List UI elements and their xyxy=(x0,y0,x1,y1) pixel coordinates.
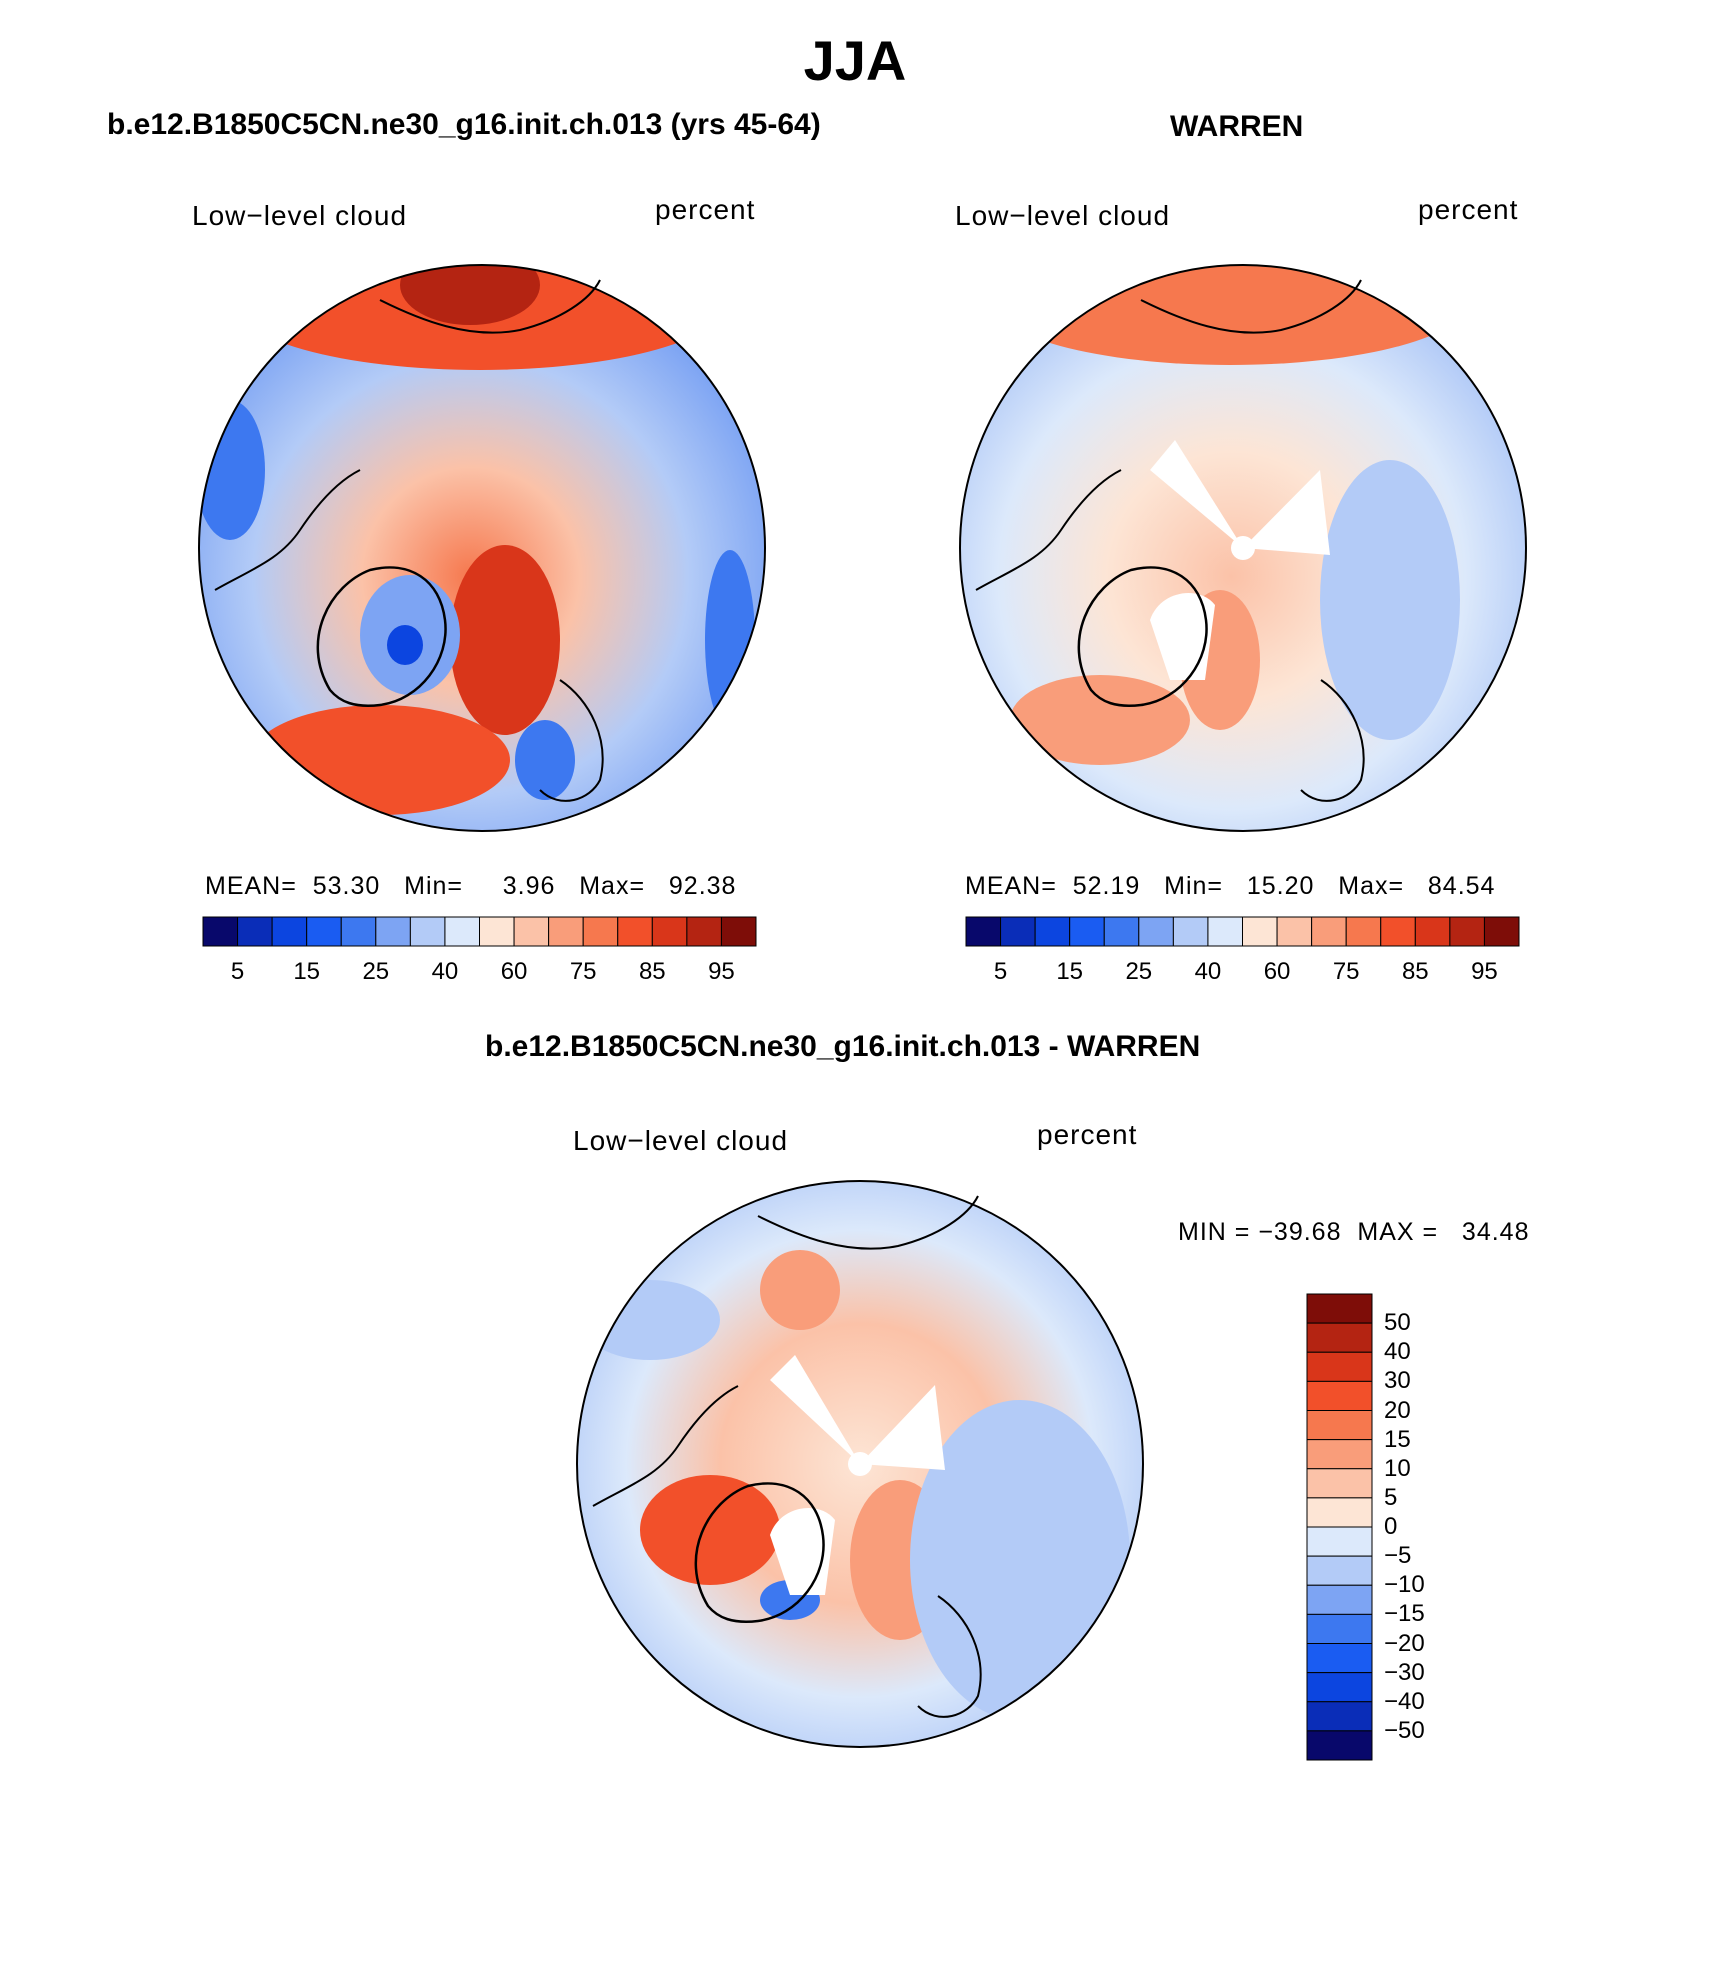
colorbar-swatch xyxy=(1306,1468,1373,1499)
colorbar-tick-label: 0 xyxy=(1384,1513,1398,1540)
colorbar-swatch xyxy=(1034,916,1071,947)
panel-1-colorbar xyxy=(202,916,757,947)
colorbar-swatch xyxy=(1242,916,1278,947)
colorbar-tick-label: 95 xyxy=(1471,958,1498,985)
colorbar-tick-label: 60 xyxy=(1263,958,1291,985)
colorbar-swatch xyxy=(1306,1497,1373,1528)
colorbar-tick-label: −20 xyxy=(1384,1629,1425,1657)
colorbar-swatch xyxy=(651,916,688,947)
colorbar-swatch xyxy=(1306,1672,1373,1703)
colorbar-swatch xyxy=(1306,1701,1373,1732)
colorbar-swatch xyxy=(1306,1380,1373,1411)
colorbar-swatch xyxy=(237,916,273,947)
panel-2-units-label: percent xyxy=(1418,194,1519,225)
colorbar-tick-label: 25 xyxy=(362,958,390,985)
colorbar-swatch xyxy=(1380,916,1416,947)
colorbar-swatch xyxy=(1345,916,1382,947)
colorbar-tick-label: 20 xyxy=(1384,1396,1411,1424)
colorbar-swatch xyxy=(686,916,722,947)
colorbar-swatch xyxy=(479,916,515,947)
colorbar-swatch xyxy=(1000,916,1036,947)
colorbar-swatch xyxy=(720,916,757,947)
colorbar-swatch xyxy=(1306,1439,1373,1470)
colorbar-swatch xyxy=(409,916,446,947)
colorbar-swatch xyxy=(306,916,342,947)
colorbar-swatch xyxy=(444,916,480,947)
colorbar-tick-label: 40 xyxy=(1194,958,1222,985)
panel-1-title: b.e12.B1850C5CN.ne30_g16.init.ch.013 (yr… xyxy=(107,108,821,141)
main-title: JJA xyxy=(803,29,907,92)
panel-3-colorbar xyxy=(1306,1293,1373,1761)
colorbar-tick-label: −5 xyxy=(1384,1542,1412,1570)
colorbar-tick-label: 5 xyxy=(993,958,1008,985)
colorbar-tick-label: 5 xyxy=(230,958,245,985)
colorbar-tick-label: −50 xyxy=(1384,1716,1425,1744)
colorbar-swatch xyxy=(965,916,1002,947)
colorbar-swatch xyxy=(1306,1643,1373,1674)
panel-2-title: WARREN xyxy=(1170,110,1304,143)
colorbar-swatch xyxy=(271,916,308,947)
panel-2-stats: MEAN= 52.19 Min= 15.20 Max= 84.54 xyxy=(965,872,1496,900)
colorbar-tick-label: 85 xyxy=(1401,958,1429,985)
colorbar-tick-label: 40 xyxy=(431,958,459,985)
colorbar-swatch xyxy=(1306,1584,1373,1615)
panel-3-stats: MIN = −39.68 MAX = 34.48 xyxy=(1178,1218,1530,1246)
colorbar-swatch xyxy=(1306,1410,1373,1441)
colorbar-swatch xyxy=(1276,916,1313,947)
colorbar-swatch xyxy=(1172,916,1209,947)
colorbar-swatch xyxy=(1414,916,1451,947)
colorbar-swatch xyxy=(1207,916,1243,947)
colorbar-swatch xyxy=(1306,1555,1373,1586)
colorbar-tick-label: 15 xyxy=(293,958,321,985)
colorbar-tick-label: 25 xyxy=(1125,958,1153,985)
colorbar-tick-label: 75 xyxy=(569,958,597,985)
colorbar-tick-label: 5 xyxy=(1384,1483,1398,1511)
colorbar-swatch xyxy=(202,916,239,947)
panel-2-map xyxy=(959,264,1527,832)
colorbar-tick-label: 40 xyxy=(1384,1338,1411,1366)
colorbar-swatch xyxy=(548,916,584,947)
colorbar-swatch xyxy=(1306,1730,1373,1761)
panel-3-map xyxy=(576,1180,1144,1748)
panel-2-variable-label: Low−level cloud xyxy=(955,200,1171,231)
colorbar-tick-label: 15 xyxy=(1056,958,1084,985)
colorbar-tick-label: 50 xyxy=(1384,1309,1411,1337)
panel-2-colorbar xyxy=(965,916,1520,947)
colorbar-swatch xyxy=(340,916,377,947)
panel-1-units-label: percent xyxy=(655,194,756,225)
colorbar-swatch xyxy=(1103,916,1140,947)
colorbar-tick-label: −40 xyxy=(1384,1687,1425,1715)
colorbar-tick-label: 75 xyxy=(1332,958,1360,985)
colorbar-swatch xyxy=(1449,916,1485,947)
colorbar-swatch xyxy=(1306,1322,1373,1353)
colorbar-tick-label: 95 xyxy=(708,958,735,985)
colorbar-swatch xyxy=(513,916,550,947)
colorbar-swatch xyxy=(1306,1351,1373,1382)
colorbar-swatch xyxy=(1138,916,1174,947)
colorbar-tick-label: 60 xyxy=(500,958,528,985)
panel-3-variable-label: Low−level cloud xyxy=(573,1125,789,1156)
colorbar-tick-label: −10 xyxy=(1384,1571,1425,1599)
colorbar-tick-label: 10 xyxy=(1384,1454,1411,1482)
colorbar-tick-label: 15 xyxy=(1384,1425,1411,1453)
panel-3-title: b.e12.B1850C5CN.ne30_g16.init.ch.013 - W… xyxy=(485,1030,1201,1063)
colorbar-swatch xyxy=(582,916,619,947)
colorbar-swatch xyxy=(1306,1526,1373,1557)
colorbar-tick-label: −15 xyxy=(1384,1600,1425,1628)
colorbar-swatch xyxy=(1306,1613,1373,1644)
colorbar-swatch xyxy=(1311,916,1347,947)
panel-1-stats: MEAN= 53.30 Min= 3.96 Max= 92.38 xyxy=(205,872,737,900)
colorbar-tick-label: 85 xyxy=(638,958,666,985)
colorbar-swatch xyxy=(617,916,653,947)
colorbar-swatch xyxy=(1483,916,1520,947)
panel-3-units-label: percent xyxy=(1037,1119,1138,1150)
colorbar-swatch xyxy=(375,916,411,947)
colorbar-tick-label: 30 xyxy=(1384,1367,1411,1395)
panel-1-variable-label: Low−level cloud xyxy=(192,200,408,231)
panel-1-map xyxy=(198,264,766,832)
colorbar-tick-label: −30 xyxy=(1384,1658,1425,1686)
colorbar-swatch xyxy=(1306,1293,1373,1324)
colorbar-swatch xyxy=(1069,916,1105,947)
